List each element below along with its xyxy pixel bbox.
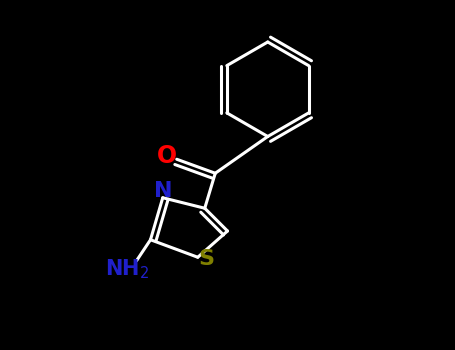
Text: N: N <box>153 181 172 202</box>
Text: O: O <box>157 145 177 168</box>
Text: S: S <box>198 249 214 269</box>
Text: NH$_2$: NH$_2$ <box>106 258 150 281</box>
